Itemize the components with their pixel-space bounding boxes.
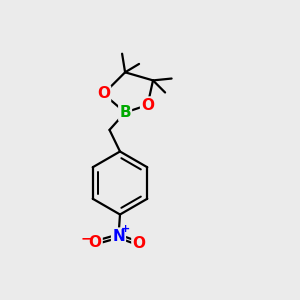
Text: O: O (132, 236, 146, 251)
Text: −: − (80, 231, 92, 245)
Text: +: + (121, 224, 130, 235)
Text: O: O (88, 235, 102, 250)
Text: O: O (97, 86, 110, 101)
Text: B: B (119, 105, 131, 120)
Text: O: O (141, 98, 154, 112)
Text: N: N (112, 229, 125, 244)
